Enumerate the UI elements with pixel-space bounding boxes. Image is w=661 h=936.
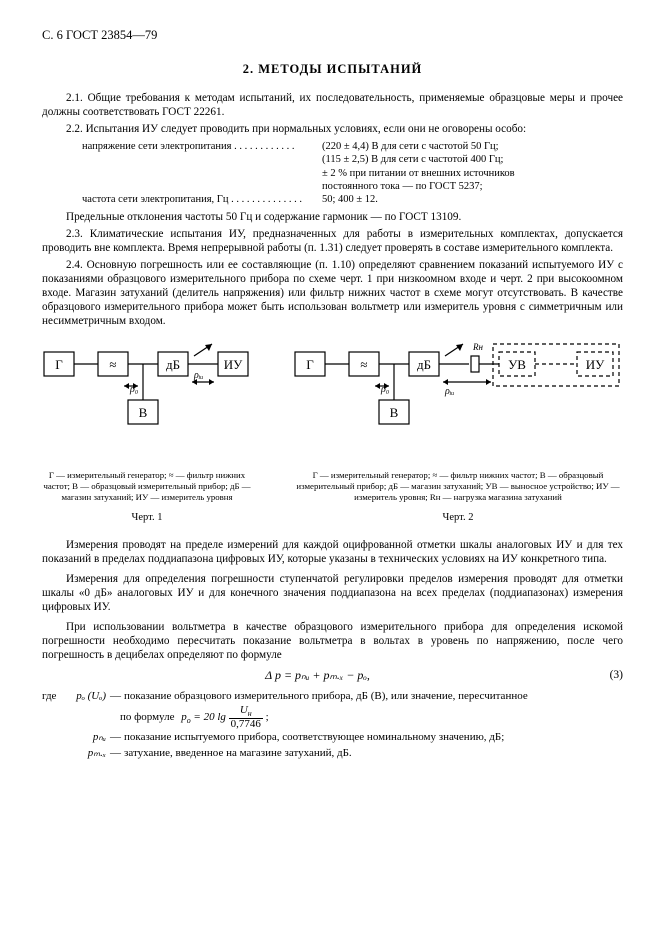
svg-text:дБ: дБ: [417, 357, 431, 372]
diagram-1-label: Черт. 1: [132, 511, 163, 524]
where-txt-po: показание образцового измерительного при…: [124, 689, 623, 705]
diagram-1-svg: Г ≈ дБ ИУ В: [42, 342, 252, 462]
para-2-4: 2.4. Основную погрешность или ее составл…: [42, 258, 623, 328]
where-txt-pmz: затухание, введенное на магазине затухан…: [124, 746, 623, 762]
where-block: где pₒ (Uₒ) — показание образцового изме…: [42, 689, 623, 762]
svg-text:ρᵢᵤ: ρᵢᵤ: [193, 370, 203, 381]
where-sym-pmz: pₘ.ₓ: [58, 746, 110, 762]
svg-text:Г: Г: [306, 357, 314, 372]
spec-voltage-3: ± 2 % при питании от внешних источников: [322, 167, 623, 180]
para-2-2: 2.2. Испытания ИУ следует проводить при …: [42, 122, 623, 136]
spec-voltage-1: (220 ± 4,4) В для сети с частотой 50 Гц;: [322, 140, 623, 153]
diagram-2: Г ≈ дБ Rн УВ: [293, 342, 623, 524]
formula-text: Δ p = pₙᵤ + pₘ.ₓ − pₒ,: [42, 668, 593, 683]
where-inline-formula: по формуле pо = 20 lg Uн 0,7746 ;: [120, 705, 623, 730]
spec-freq-label: частота сети электропитания, Гц . . . . …: [82, 193, 322, 206]
svg-text:В: В: [390, 405, 399, 420]
where-sym-piu: pₙᵤ: [58, 730, 110, 746]
diagrams-row: Г ≈ дБ ИУ В: [42, 342, 623, 524]
where-txt-piu: показание испытуемого прибора, соответст…: [124, 730, 623, 746]
page-header: С. 6 ГОСТ 23854—79: [42, 28, 623, 44]
para-limits: Предельные отклонения частоты 50 Гц и со…: [42, 210, 623, 224]
diagram-1-caption: Г — измерительный генератор; ≈ — фильтр …: [42, 470, 252, 503]
para-2-3: 2.3. Климатические испытания ИУ, предназ…: [42, 227, 623, 255]
svg-text:Г: Г: [55, 357, 63, 372]
spec-voltage-4: постоянного тока — по ГОСТ 5237;: [322, 180, 623, 193]
formula-num: (3): [593, 668, 623, 682]
spec-table: напряжение сети электропитания . . . . .…: [82, 140, 623, 206]
para-after-2: Измерения для определения погрешности ст…: [42, 572, 623, 614]
diagram-2-caption: Г — измерительный генератор; ≈ — фильтр …: [293, 470, 623, 503]
diagram-2-label: Черт. 2: [443, 511, 474, 524]
svg-text:≈: ≈: [109, 357, 116, 372]
svg-text:ρᵢᵤ: ρᵢᵤ: [444, 386, 454, 397]
para-2-1: 2.1. Общие требования к методам испытани…: [42, 91, 623, 119]
spec-freq-val: 50; 400 ± 12.: [322, 193, 623, 206]
svg-text:В: В: [139, 405, 148, 420]
svg-text:дБ: дБ: [166, 357, 180, 372]
where-sym-po: pₒ (Uₒ): [58, 689, 110, 705]
spec-voltage-2: (115 ± 2,5) В для сети с частотой 400 Гц…: [322, 153, 623, 166]
formula-3: Δ p = pₙᵤ + pₘ.ₓ − pₒ, (3): [42, 668, 623, 683]
spec-voltage-label: напряжение сети электропитания . . . . .…: [82, 140, 322, 193]
section-title: 2. МЕТОДЫ ИСПЫТАНИЙ: [42, 62, 623, 78]
svg-text:ИУ: ИУ: [224, 357, 243, 372]
para-after-3: При использовании вольтметра в качестве …: [42, 620, 623, 662]
diagram-2-svg: Г ≈ дБ Rн УВ: [293, 342, 623, 462]
diagram-1: Г ≈ дБ ИУ В: [42, 342, 252, 524]
svg-text:УВ: УВ: [508, 357, 526, 372]
svg-text:≈: ≈: [360, 357, 367, 372]
svg-text:ИУ: ИУ: [586, 357, 605, 372]
svg-text:Rн: Rн: [472, 342, 483, 352]
para-after-1: Измерения проводят на пределе измерений …: [42, 538, 623, 566]
